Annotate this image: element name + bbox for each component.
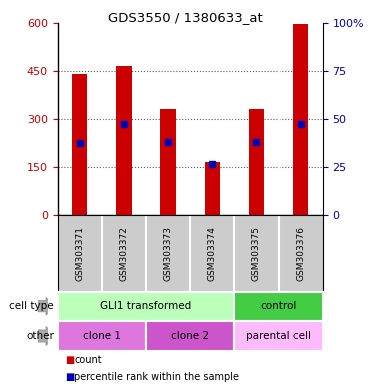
Bar	[293, 24, 308, 215]
Text: clone 2: clone 2	[171, 331, 209, 341]
Text: other: other	[26, 331, 54, 341]
Text: GLI1 transformed: GLI1 transformed	[100, 301, 191, 311]
Bar	[160, 109, 176, 215]
Text: cell type: cell type	[9, 301, 54, 311]
Text: GSM303374: GSM303374	[208, 226, 217, 281]
Bar	[146, 321, 234, 351]
Text: percentile rank within the sample: percentile rank within the sample	[74, 372, 239, 382]
Bar	[58, 321, 146, 351]
Bar	[58, 292, 234, 321]
Text: GSM303376: GSM303376	[296, 226, 305, 281]
Text: GDS3550 / 1380633_at: GDS3550 / 1380633_at	[108, 12, 263, 25]
Text: parental cell: parental cell	[246, 331, 311, 341]
Text: GSM303375: GSM303375	[252, 226, 261, 281]
Text: GSM303372: GSM303372	[119, 226, 128, 281]
Bar	[116, 66, 132, 215]
Text: ■: ■	[65, 372, 74, 382]
Bar	[234, 321, 323, 351]
Text: GSM303371: GSM303371	[75, 226, 84, 281]
Bar	[204, 162, 220, 215]
Text: count: count	[74, 355, 102, 365]
Text: control: control	[260, 301, 297, 311]
Bar	[234, 292, 323, 321]
Text: ■: ■	[65, 355, 74, 365]
Bar	[72, 74, 87, 215]
FancyArrow shape	[38, 326, 56, 346]
Bar	[249, 109, 264, 215]
FancyArrow shape	[38, 298, 56, 315]
Text: clone 1: clone 1	[83, 331, 121, 341]
Text: GSM303373: GSM303373	[164, 226, 173, 281]
